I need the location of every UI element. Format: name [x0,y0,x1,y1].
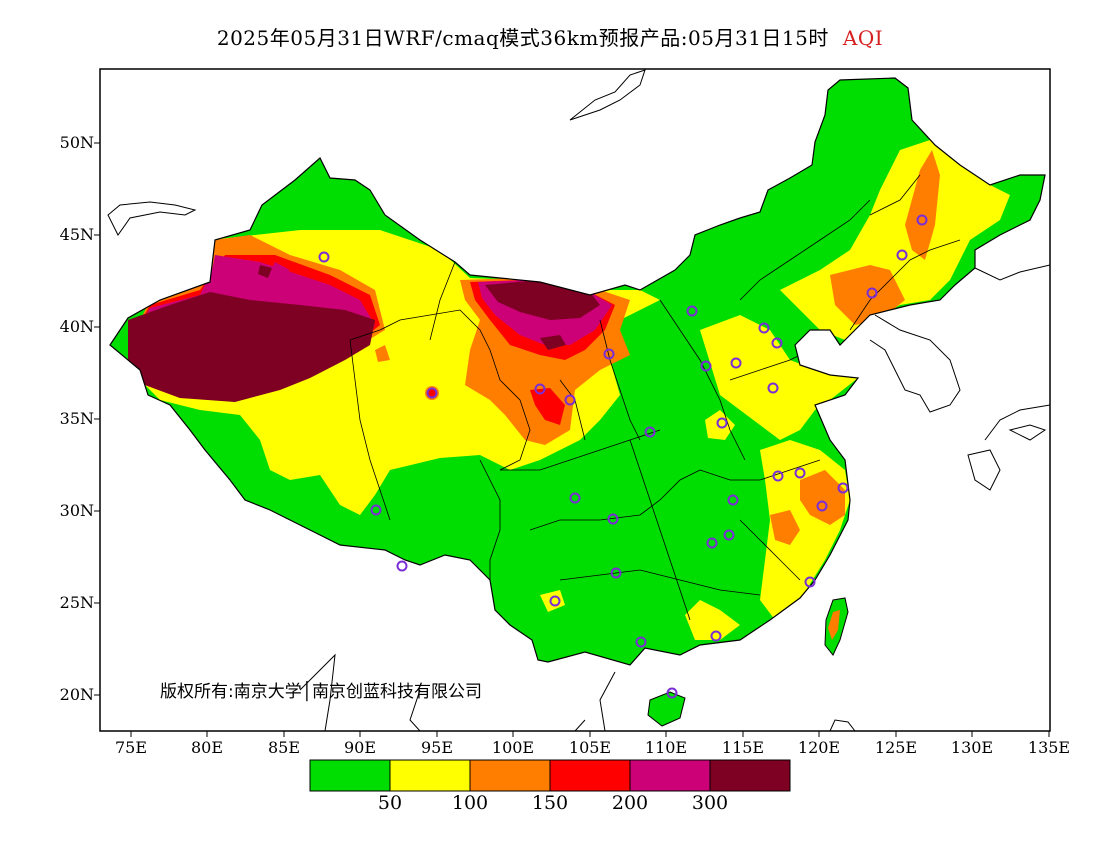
city-markers [318,214,928,699]
hainan [647,691,686,727]
legend-label: 50 [377,792,403,814]
lon-tick-label: 135E [1027,738,1071,757]
lon-tick-label: 100E [491,738,535,757]
lat-tick-label: 50N [59,133,94,152]
legend-label: 200 [611,792,649,814]
copyright-text: 版权所有:南京大学│南京创蓝科技有限公司 [160,681,482,702]
lat-tick-label: 45N [59,225,94,244]
title-main: 2025年05月31日WRF/cmaq模式36km预报产品:05月31日15时 [216,26,829,50]
aqi-field [128,140,1010,640]
coastlines [107,69,1050,731]
lon-tick-label: 120E [797,738,841,757]
lon-tick-label: 110E [644,738,688,757]
map-title: 2025年05月31日WRF/cmaq模式36km预报产品:05月31日15时 A… [0,22,1100,51]
lon-tick-label: 125E [874,738,918,757]
province-boundaries [349,174,961,621]
legend-colorbar [309,759,791,792]
lon-tick-label: 90E [343,738,377,757]
lat-tick-label: 30N [59,501,94,520]
legend-label: 100 [451,792,489,814]
lon-tick-label: 75E [114,738,148,757]
axis-ticks [94,142,1050,737]
lon-tick-label: 85E [267,738,301,757]
lat-tick-label: 25N [59,593,94,612]
title-variable: AQI [842,26,884,50]
lat-tick-label: 20N [59,685,94,704]
lon-tick-label: 130E [950,738,994,757]
legend-label: 150 [531,792,569,814]
lon-tick-label: 115E [721,738,765,757]
lon-tick-label: 105E [568,738,612,757]
legend-label: 300 [691,792,729,814]
lon-tick-label: 95E [420,738,454,757]
lon-tick-label: 80E [190,738,224,757]
lat-tick-label: 40N [59,317,94,336]
lat-tick-label: 35N [59,409,94,428]
